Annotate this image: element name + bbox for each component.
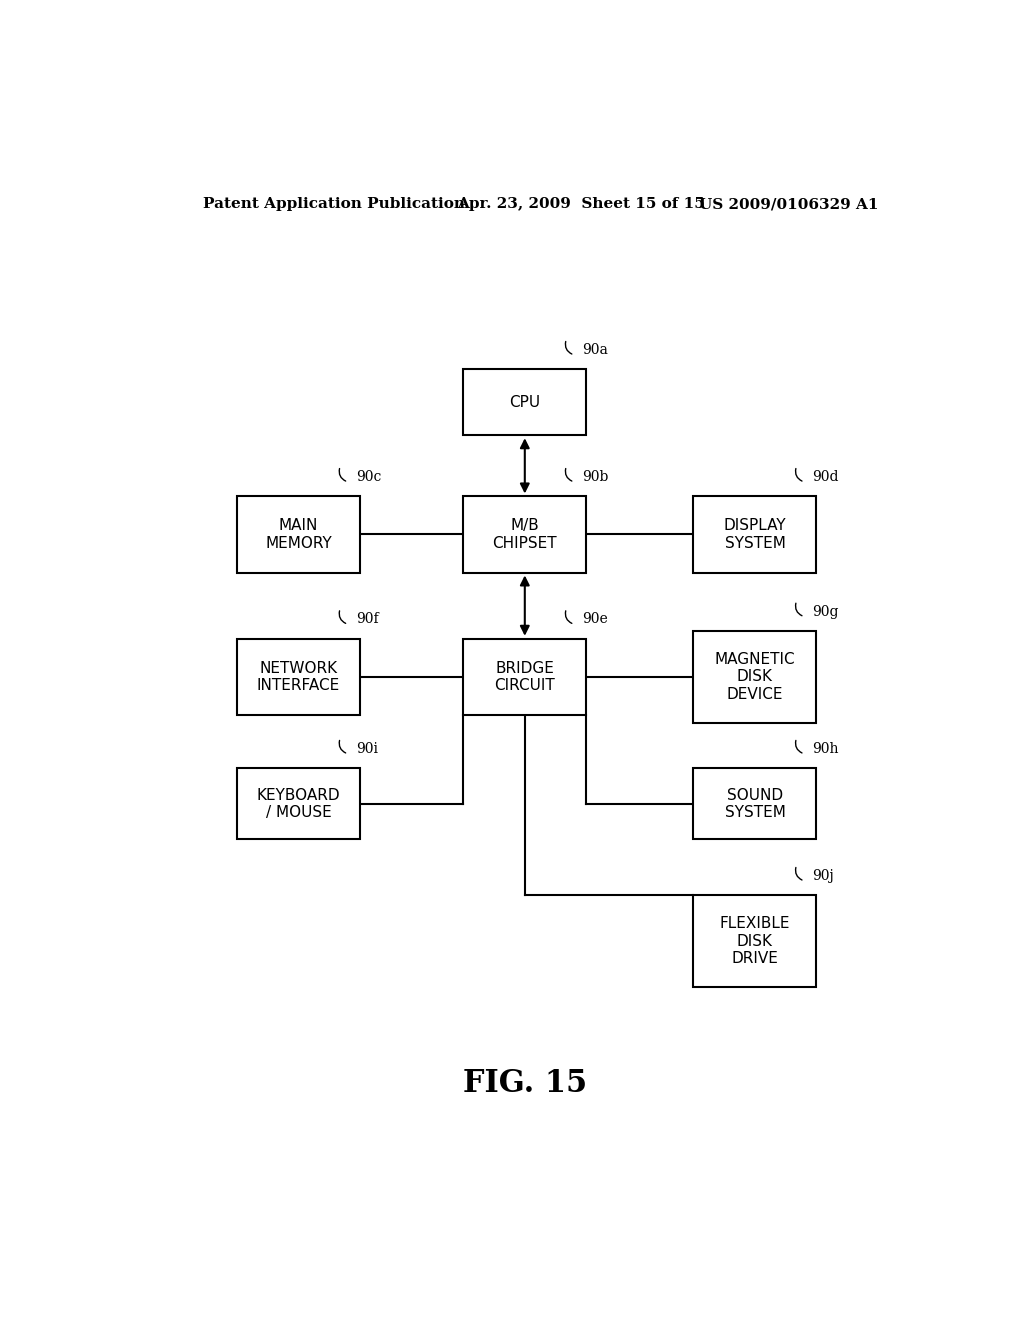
Text: 90g: 90g (812, 605, 839, 619)
Text: 90a: 90a (583, 343, 608, 358)
Text: MAIN
MEMORY: MAIN MEMORY (265, 519, 332, 550)
Bar (238, 496, 360, 573)
Text: 90h: 90h (812, 742, 839, 756)
Text: Patent Application Publication: Patent Application Publication (204, 197, 465, 211)
Text: SOUND
SYSTEM: SOUND SYSTEM (725, 788, 785, 820)
Text: 90e: 90e (583, 612, 608, 627)
Text: US 2009/0106329 A1: US 2009/0106329 A1 (699, 197, 879, 211)
Bar (693, 631, 816, 722)
Text: 90i: 90i (356, 742, 378, 756)
Bar (463, 639, 587, 715)
Bar (693, 895, 816, 987)
Bar (238, 639, 360, 715)
Bar (693, 768, 816, 840)
Text: DISPLAY
SYSTEM: DISPLAY SYSTEM (724, 519, 786, 550)
Text: 90b: 90b (583, 470, 608, 484)
Text: NETWORK
INTERFACE: NETWORK INTERFACE (257, 660, 340, 693)
Text: MAGNETIC
DISK
DEVICE: MAGNETIC DISK DEVICE (715, 652, 796, 702)
Text: 90j: 90j (812, 869, 835, 883)
Text: FIG. 15: FIG. 15 (463, 1068, 587, 1098)
Text: 90c: 90c (356, 470, 382, 484)
Text: 90d: 90d (812, 470, 839, 484)
Text: KEYBOARD
/ MOUSE: KEYBOARD / MOUSE (257, 788, 340, 820)
Text: M/B
CHIPSET: M/B CHIPSET (493, 519, 557, 550)
Text: BRIDGE
CIRCUIT: BRIDGE CIRCUIT (495, 660, 555, 693)
Text: FLEXIBLE
DISK
DRIVE: FLEXIBLE DISK DRIVE (720, 916, 791, 966)
Text: CPU: CPU (509, 395, 541, 409)
Bar (463, 496, 587, 573)
Bar (463, 370, 587, 436)
Bar (693, 496, 816, 573)
Text: 90f: 90f (356, 612, 379, 627)
Bar (238, 768, 360, 840)
Text: Apr. 23, 2009  Sheet 15 of 15: Apr. 23, 2009 Sheet 15 of 15 (458, 197, 706, 211)
